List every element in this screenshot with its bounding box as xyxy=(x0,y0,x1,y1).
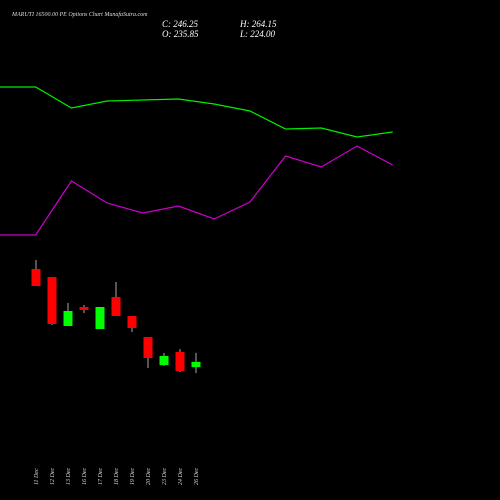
x-tick-label: 11 Dec xyxy=(34,468,40,485)
candle-body xyxy=(143,337,153,358)
x-tick-label: 16 Dec xyxy=(82,468,88,485)
candle-body xyxy=(31,269,41,286)
high-label: H: 264.15 xyxy=(239,19,277,29)
candle-body xyxy=(47,277,57,324)
indicator-line xyxy=(0,145,393,236)
open-label: O: 235.85 xyxy=(162,29,199,39)
candle-body xyxy=(159,356,169,365)
candle-body xyxy=(111,297,121,316)
candle-body xyxy=(79,307,89,310)
x-tick-label: 24 Dec xyxy=(177,468,184,485)
candle-body xyxy=(175,352,185,371)
candle-body xyxy=(191,361,201,368)
x-tick-label: 19 Dec xyxy=(130,468,136,485)
x-tick-label: 13 Dec xyxy=(66,468,72,485)
candle-body xyxy=(127,316,137,328)
x-tick-label: 18 Dec xyxy=(114,468,120,485)
x-tick-label: 17 Dec xyxy=(98,468,104,485)
close-label: C: 246.25 xyxy=(162,19,199,29)
candle-body xyxy=(95,307,105,329)
chart-title: MARUTI 16500.00 PE Options Chart MunafaS… xyxy=(11,11,148,18)
x-tick-label: 23 Dec xyxy=(162,468,168,485)
indicator-line xyxy=(0,86,393,138)
x-tick-label: 12 Dec xyxy=(50,468,56,485)
low-label: L: 224.00 xyxy=(239,29,276,39)
candle-body xyxy=(63,311,73,326)
x-tick-label: 26 Dec xyxy=(194,468,200,485)
x-tick-label: 20 Dec xyxy=(146,468,152,485)
